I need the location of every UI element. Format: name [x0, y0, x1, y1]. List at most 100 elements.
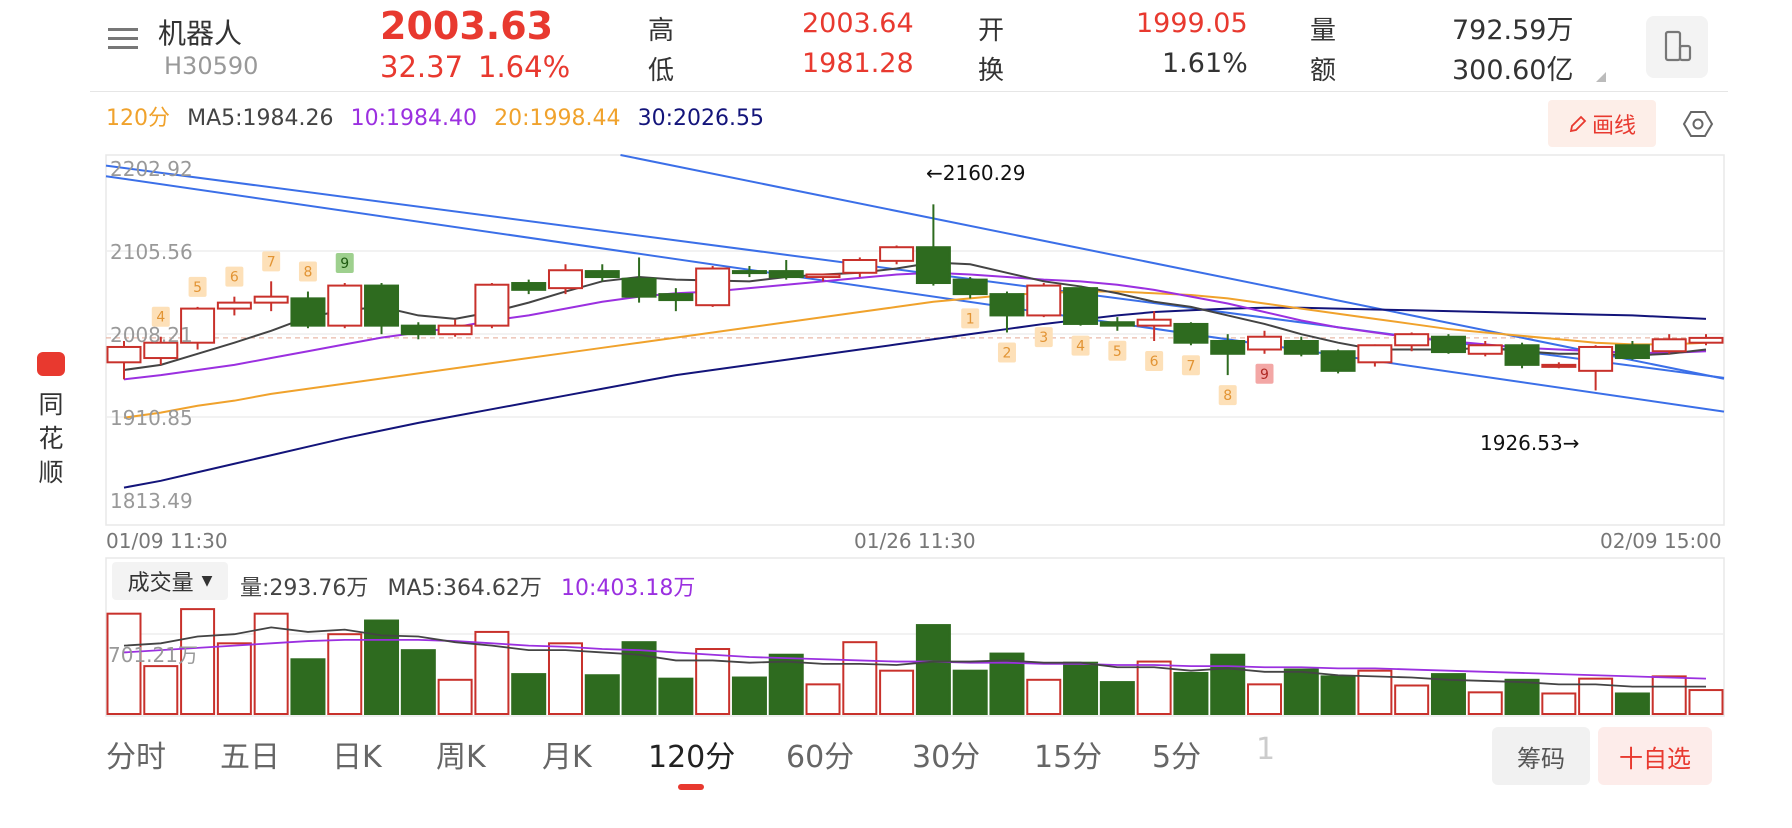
- candle-body: [621, 277, 657, 298]
- td-count-label: 8: [1218, 385, 1237, 406]
- volume-bar: [180, 608, 216, 715]
- brand-sidebar[interactable]: 同花顺: [34, 352, 68, 490]
- candle: [216, 296, 252, 316]
- candle: [1614, 340, 1650, 360]
- candle-body: [768, 270, 804, 279]
- tab-30min[interactable]: 30分: [912, 740, 981, 775]
- volume-bar: [915, 624, 951, 716]
- tab-monthly-k[interactable]: 月K: [542, 740, 592, 775]
- x-label-start: 01/09 11:30: [106, 529, 228, 553]
- td-count-label: 6: [1145, 350, 1164, 371]
- tab-daily-k[interactable]: 日K: [332, 740, 382, 775]
- candle-body: [1357, 344, 1393, 364]
- draw-line-button[interactable]: 画线: [1548, 100, 1656, 147]
- candle-body: [1578, 345, 1614, 372]
- volume-bar: [216, 642, 252, 716]
- td-label-bg: [298, 261, 317, 282]
- candle-body: [915, 246, 951, 285]
- candle: [143, 336, 179, 365]
- td-label-bg: [1034, 327, 1053, 348]
- candle-body: [1651, 338, 1687, 353]
- chips-button[interactable]: 筹码: [1492, 727, 1590, 785]
- candle: [180, 306, 216, 350]
- candle-body: [474, 283, 510, 327]
- candle-body: [511, 282, 547, 291]
- td-label-text: 8: [303, 265, 312, 281]
- td-label-bg: [1181, 355, 1200, 376]
- candle-body: [1063, 287, 1099, 325]
- price-change: 32.37: [380, 50, 464, 84]
- candle: [290, 291, 326, 329]
- candle: [621, 257, 657, 303]
- candle: [400, 322, 436, 340]
- td-label-bg: [1108, 340, 1127, 361]
- tab-15min[interactable]: 15分: [1034, 740, 1103, 775]
- ma10-legend: 10:1984.40: [350, 106, 477, 131]
- candle: [989, 291, 1025, 333]
- candle-body: [879, 246, 915, 262]
- tab-weekly-k[interactable]: 周K: [436, 740, 486, 775]
- td-count-label: 6: [225, 266, 244, 287]
- candle: [731, 265, 767, 278]
- y-tick-label: 2105.56: [110, 240, 193, 264]
- td-label-text: 4: [1076, 339, 1085, 355]
- trendline-steep: [620, 154, 1725, 380]
- candle: [1099, 317, 1135, 331]
- td-label-text: 9: [1260, 367, 1269, 383]
- candle-body: [1283, 339, 1319, 355]
- candle-body: [437, 324, 473, 336]
- tab-120min[interactable]: 120分: [648, 740, 736, 775]
- volume-bar: [400, 649, 436, 715]
- candle-body: [290, 297, 326, 327]
- candle-body: [842, 259, 878, 274]
- td-label-bg: [335, 253, 354, 274]
- add-watchlist-button[interactable]: 十自选: [1598, 727, 1712, 785]
- last-price: 2003.63: [380, 4, 554, 48]
- td-count-label: 4: [151, 306, 170, 327]
- candle-body: [1136, 318, 1172, 327]
- td-count-label: 7: [262, 251, 281, 272]
- volume-bar: [253, 612, 289, 715]
- volume-bar: [1541, 692, 1577, 715]
- kline-frame: [105, 154, 1725, 526]
- tab-60min[interactable]: 60分: [786, 740, 855, 775]
- volume-bar: [1247, 683, 1283, 715]
- td-count-label: 2: [997, 342, 1016, 363]
- open-value: 1999.05: [1136, 8, 1248, 39]
- candle-body: [253, 295, 289, 304]
- candle: [1247, 330, 1283, 354]
- ma-legend: 120分 MA5:1984.26 10:1984.40 20:1998.44 3…: [106, 100, 776, 132]
- candle: [695, 265, 731, 307]
- chart-settings-button[interactable]: [1682, 108, 1714, 140]
- candle-body: [1688, 336, 1724, 344]
- period-label: 120分: [106, 106, 170, 131]
- volume-bar: [1688, 689, 1724, 715]
- y-tick-label: 1910.85: [110, 406, 193, 430]
- volume-bar: [805, 683, 841, 715]
- volume-indicator-selector[interactable]: 成交量 ▼: [112, 562, 228, 600]
- td-label-text: 8: [1223, 388, 1232, 404]
- candle: [1394, 332, 1430, 352]
- trendline-lower: [105, 175, 1725, 413]
- volume-bar: [731, 676, 767, 716]
- candle: [1578, 345, 1614, 391]
- tab-1min[interactable]: 1: [1256, 732, 1276, 767]
- candle-body: [216, 301, 252, 310]
- candle-body: [1247, 335, 1283, 351]
- candle-body: [1099, 321, 1135, 327]
- volume-ma10-line: [123, 639, 1707, 680]
- volume-bar: [1099, 681, 1135, 716]
- candle: [584, 264, 620, 282]
- candle: [253, 281, 289, 312]
- tab-5min[interactable]: 5分: [1152, 740, 1202, 775]
- landscape-toggle-button[interactable]: [1646, 16, 1708, 78]
- td-count-label: 9: [1255, 363, 1274, 384]
- tab-five-day[interactable]: 五日: [220, 740, 280, 775]
- price-change-pct: 1.64%: [478, 50, 571, 84]
- volume-bar: [437, 678, 473, 715]
- volume-bar: [768, 653, 804, 715]
- menu-icon[interactable]: [108, 22, 138, 55]
- candle-body: [1467, 344, 1503, 355]
- tab-intraday[interactable]: 分时: [106, 740, 166, 775]
